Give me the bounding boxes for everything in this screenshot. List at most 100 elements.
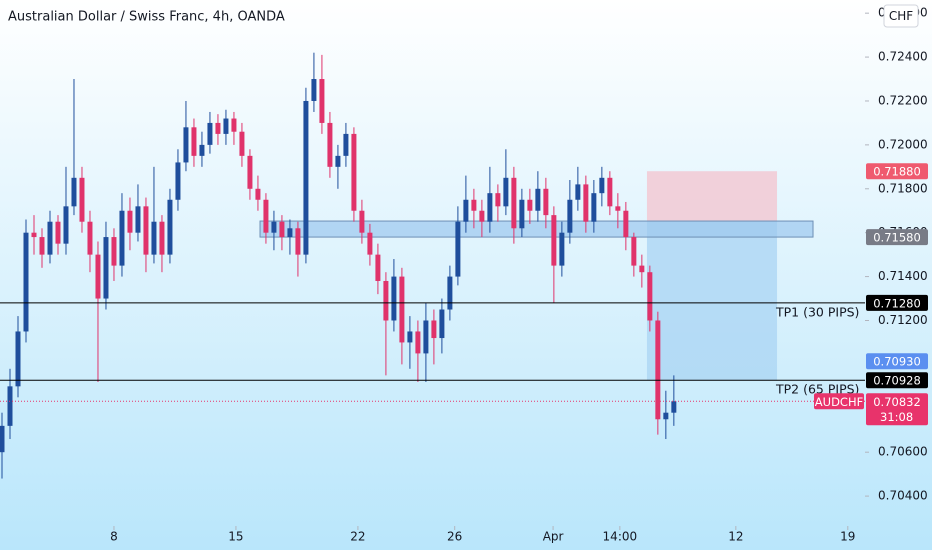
candle-body (463, 199, 469, 222)
candle-body (55, 221, 61, 244)
candle-body (63, 206, 69, 244)
candle-body (543, 188, 549, 216)
candle-body (47, 221, 53, 255)
candle-body (87, 221, 93, 255)
candle-body (319, 79, 325, 123)
candle-body (215, 122, 221, 134)
support-zone (259, 220, 814, 238)
candle-body (359, 210, 365, 233)
candle-body (383, 280, 389, 321)
candle-body (231, 118, 237, 132)
currency-label[interactable]: CHF (889, 9, 913, 23)
chart-title: Australian Dollar / Swiss Franc, 4h, OAN… (8, 10, 285, 25)
candle-body (559, 232, 565, 266)
last-price-badge (866, 393, 928, 426)
candle-body (103, 237, 109, 299)
candle-body (175, 162, 181, 200)
candle-body (407, 331, 413, 343)
price-badge-label: 0.70930 (873, 355, 921, 369)
price-line-label: TP2 (65 PIPS) (775, 382, 859, 397)
y-tick-label: 0.71400 (878, 269, 928, 283)
price-badge (866, 163, 928, 180)
y-tick-label: 0.70400 (878, 489, 928, 503)
x-tick-label: 19 (840, 530, 855, 544)
x-tick-label: 22 (350, 530, 365, 544)
candle-body (607, 177, 613, 207)
price-badge (866, 353, 928, 370)
stop-zone (646, 171, 778, 222)
candle-body (367, 232, 373, 255)
candle-body (95, 254, 101, 299)
candle-body (599, 177, 605, 194)
candle-body (143, 206, 149, 255)
candle-body (279, 221, 285, 238)
candle-body (119, 210, 125, 266)
candle-body (263, 199, 269, 233)
countdown-label: 31:08 (880, 410, 913, 424)
x-tick-label: Apr (543, 530, 564, 544)
candle-body (439, 309, 445, 339)
candle-body (551, 215, 557, 266)
symbol-badge (814, 393, 864, 410)
candle-body (167, 199, 173, 255)
candle-body (431, 320, 437, 339)
candle-body (23, 232, 29, 332)
last-price-label: 0.70832 (873, 395, 921, 409)
price-badge (866, 229, 928, 246)
y-tick-label: 0.72000 (878, 137, 928, 151)
candle-body (519, 199, 525, 229)
candle-body (623, 210, 629, 238)
candle-body (39, 237, 45, 255)
candle-body (631, 237, 637, 266)
candle-body (183, 127, 189, 163)
y-tick-label: 0.71200 (878, 313, 928, 327)
candle-body (199, 144, 205, 156)
candle-body (423, 320, 429, 354)
candle-body (575, 184, 581, 200)
candle-body (479, 210, 485, 222)
candle-body (271, 221, 277, 233)
currency-badge[interactable] (883, 4, 919, 28)
candle-body (391, 276, 397, 321)
candle-body (7, 386, 13, 426)
candle-body (311, 79, 317, 101)
candle-body (527, 199, 533, 211)
candle-body (79, 177, 85, 222)
candle-body (583, 184, 589, 222)
candle-body (0, 425, 5, 453)
candle-body (655, 320, 661, 420)
candle-body (663, 412, 669, 420)
candle-body (671, 401, 677, 413)
candle-body (223, 118, 229, 134)
x-tick-label: 12 (728, 530, 743, 544)
candle-body (31, 232, 37, 238)
candle-body (287, 228, 293, 238)
candle-body (247, 155, 253, 189)
symbol-label: AUDCHF (815, 395, 863, 409)
candle-body (615, 206, 621, 211)
candle-body (127, 210, 133, 233)
candle-body (399, 276, 405, 343)
x-tick-label: 15 (228, 530, 243, 544)
candle-body (503, 177, 509, 207)
candle-body (135, 206, 141, 233)
candle-body (71, 177, 77, 207)
x-tick-label: 8 (110, 530, 118, 544)
candle-body (159, 221, 165, 255)
candle-body (343, 133, 349, 156)
candle-body (255, 188, 261, 200)
candle-body (511, 177, 517, 229)
candle-body (455, 221, 461, 277)
candle-body (327, 122, 333, 167)
price-badge-label: 0.71880 (873, 165, 921, 179)
price-badge (866, 294, 928, 311)
candle-body (415, 331, 421, 354)
price-badge-label: 0.71580 (873, 231, 921, 245)
candle-body (591, 193, 597, 222)
candle-body (487, 193, 493, 222)
candle-body (471, 199, 477, 211)
y-tick-label: 0.72400 (878, 50, 928, 64)
candle-body (495, 193, 501, 207)
candle-body (335, 155, 341, 167)
